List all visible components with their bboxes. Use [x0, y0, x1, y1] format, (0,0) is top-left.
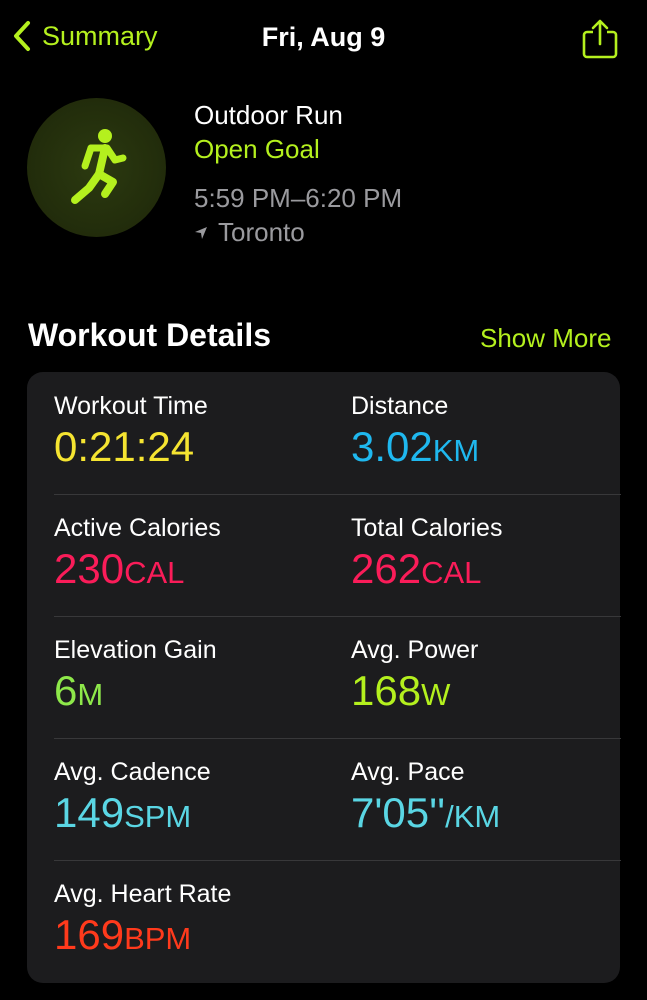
- metric-label: Avg. Pace: [351, 758, 465, 786]
- metric-value: 149: [54, 789, 125, 836]
- location-arrow-icon: [195, 226, 207, 239]
- workout-type: Outdoor Run: [194, 100, 343, 130]
- workout-icon-badge: [27, 98, 166, 237]
- location-label: Toronto: [218, 217, 305, 247]
- metric-active-calories: Active Calories 230CAL: [54, 514, 221, 593]
- metrics-row: Active Calories 230CAL Total Calories 262C…: [54, 494, 621, 617]
- metric-value: 262: [351, 545, 422, 592]
- metric-label: Distance: [351, 392, 449, 420]
- metric-unit: KM: [432, 433, 480, 468]
- metric-value: 3.02: [351, 423, 433, 470]
- running-figure-icon: [70, 128, 126, 204]
- metric-unit: SPM: [124, 799, 192, 834]
- metric-value: 169: [54, 911, 125, 958]
- metric-unit: M: [77, 677, 104, 712]
- metric-avg-pace: Avg. Pace 7'05''/KM: [351, 758, 500, 837]
- metric-value: 168: [351, 667, 422, 714]
- metrics-row: Avg. Cadence 149SPM Avg. Pace 7'05''/KM: [54, 738, 621, 861]
- metric-label: Active Calories: [54, 514, 221, 542]
- metrics-row: Elevation Gain 6M Avg. Power 168W: [54, 616, 621, 739]
- metric-label: Workout Time: [54, 392, 208, 420]
- workout-time-range: 5:59 PM–6:20 PM: [194, 183, 403, 213]
- metric-avg-power: Avg. Power 168W: [351, 636, 478, 715]
- metric-label: Total Calories: [351, 514, 503, 542]
- metrics-row: Workout Time 0:21:24 Distance 3.02KM: [54, 372, 621, 495]
- metric-value: 6: [54, 667, 78, 714]
- metric-value: 230: [54, 545, 125, 592]
- metric-label: Avg. Cadence: [54, 758, 211, 786]
- metrics-row: Avg. Heart Rate 169BPM: [54, 860, 621, 982]
- share-button[interactable]: [582, 18, 618, 65]
- metric-avg-cadence: Avg. Cadence 149SPM: [54, 758, 211, 837]
- metric-label: Avg. Heart Rate: [54, 880, 232, 908]
- back-button[interactable]: Summary: [12, 20, 158, 52]
- share-icon: [582, 19, 618, 59]
- metric-label: Elevation Gain: [54, 636, 217, 664]
- metric-unit: CAL: [124, 555, 185, 590]
- metric-unit: BPM: [124, 921, 192, 956]
- chevron-left-icon: [14, 21, 30, 51]
- back-label: Summary: [42, 20, 158, 51]
- workout-location: Toronto: [194, 217, 305, 248]
- metric-value: 7'05'': [351, 789, 446, 836]
- metric-total-calories: Total Calories 262CAL: [351, 514, 502, 593]
- metric-value: 0:21:24: [54, 423, 195, 470]
- metric-elevation-gain: Elevation Gain 6M: [54, 636, 217, 715]
- workout-goal: Open Goal: [194, 134, 320, 164]
- metric-workout-time: Workout Time 0:21:24: [54, 392, 208, 471]
- metric-unit: /KM: [445, 799, 501, 834]
- metric-distance: Distance 3.02KM: [351, 392, 479, 471]
- show-more-link[interactable]: Show More: [480, 323, 612, 353]
- workout-details-card: Workout Time 0:21:24 Distance 3.02KM Activ…: [27, 372, 621, 983]
- metric-label: Avg. Power: [351, 636, 479, 664]
- metric-unit: W: [421, 677, 451, 712]
- metric-unit: CAL: [421, 555, 482, 590]
- section-title: Workout Details: [28, 317, 271, 353]
- metric-avg-heart-rate: Avg. Heart Rate 169BPM: [54, 880, 231, 959]
